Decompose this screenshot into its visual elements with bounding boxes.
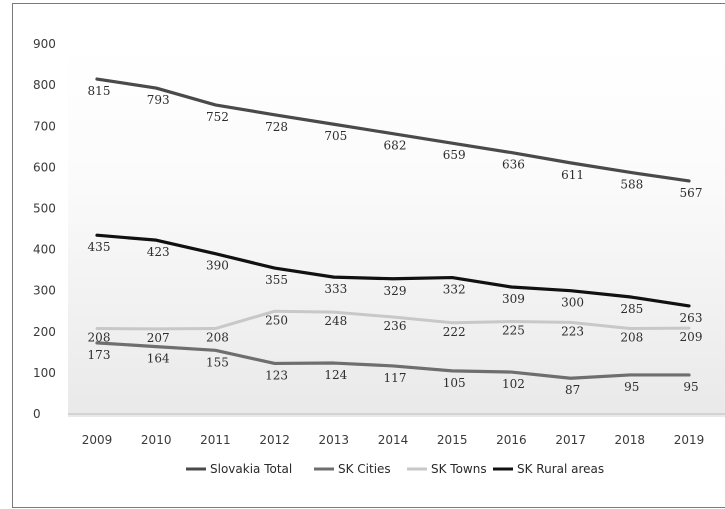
data-label: 222 [443,325,466,339]
data-label: 164 [147,352,170,366]
y-tick-label: 0 [33,407,41,421]
data-label: 567 [680,186,703,200]
y-tick-label: 100 [33,366,56,380]
data-label: 102 [502,377,525,391]
data-label: 208 [88,331,111,345]
x-tick-label: 2010 [141,433,172,447]
y-tick-label: 300 [33,284,56,298]
data-label: 752 [206,110,229,124]
data-label: 435 [88,240,111,254]
data-label: 423 [147,245,170,259]
y-tick-label: 400 [33,243,56,257]
data-label: 285 [620,302,643,316]
legend-label: Slovakia Total [210,462,292,476]
chart-frame: 0 100 200 300 400 500 600 700 800 900 2009 2010 2011… [12,3,725,508]
data-label: 123 [265,368,288,382]
x-tick-label: 2012 [259,433,290,447]
legend-label: SK Rural areas [517,462,604,476]
x-tick-label: 2017 [555,433,586,447]
y-tick-label: 600 [33,160,56,174]
data-label: 588 [620,177,643,191]
y-tick-label: 200 [33,325,56,339]
data-label: 329 [384,284,407,298]
data-label: 309 [502,292,525,306]
legend-label: SK Cities [338,462,391,476]
data-label: 236 [384,319,407,333]
series-line [95,341,691,380]
y-tick-label: 800 [33,78,56,92]
x-tick-label: 2014 [378,433,409,447]
series-line [95,233,691,308]
y-tick-label: 500 [33,202,56,216]
data-label: 793 [147,93,170,107]
y-tick-label: 900 [33,37,56,51]
data-label: 390 [206,259,229,273]
data-label: 208 [620,331,643,345]
data-label: 728 [265,120,288,134]
x-tick-label: 2011 [200,433,231,447]
data-label: 263 [680,311,703,325]
series-line [95,309,691,331]
data-label: 611 [561,168,584,182]
data-label: 95 [683,380,698,394]
data-label: 225 [502,324,525,338]
data-label: 636 [502,158,525,172]
x-tick-label: 2009 [82,433,113,447]
data-label: 173 [88,348,111,362]
data-label: 209 [680,330,703,344]
data-label: 117 [384,371,407,385]
data-label: 332 [443,283,466,297]
data-label: 207 [147,331,170,345]
data-label: 155 [206,355,229,369]
data-label: 705 [324,129,347,143]
data-label: 355 [265,273,288,287]
legend-label: SK Towns [431,462,487,476]
line-chart: 0 100 200 300 400 500 600 700 800 900 2009 2010 2011… [33,37,725,476]
plot-background [68,44,725,417]
data-label: 87 [565,383,580,397]
data-label: 105 [443,376,466,390]
data-label: 124 [324,368,347,382]
data-label: 208 [206,331,229,345]
data-label: 250 [265,313,288,327]
x-tick-label: 2018 [615,433,646,447]
data-label: 95 [624,380,639,394]
x-tick-label: 2015 [437,433,468,447]
data-label: 659 [443,148,466,162]
x-tick-label: 2016 [496,433,527,447]
data-label: 248 [324,314,347,328]
x-tick-label: 2013 [319,433,350,447]
x-tick-label: 2019 [674,433,705,447]
data-label: 300 [561,296,584,310]
data-label: 815 [88,84,111,98]
data-label: 682 [384,139,407,153]
y-tick-label: 700 [33,119,56,133]
series-line [95,77,691,183]
data-label: 223 [561,324,584,338]
data-label: 333 [324,282,347,296]
